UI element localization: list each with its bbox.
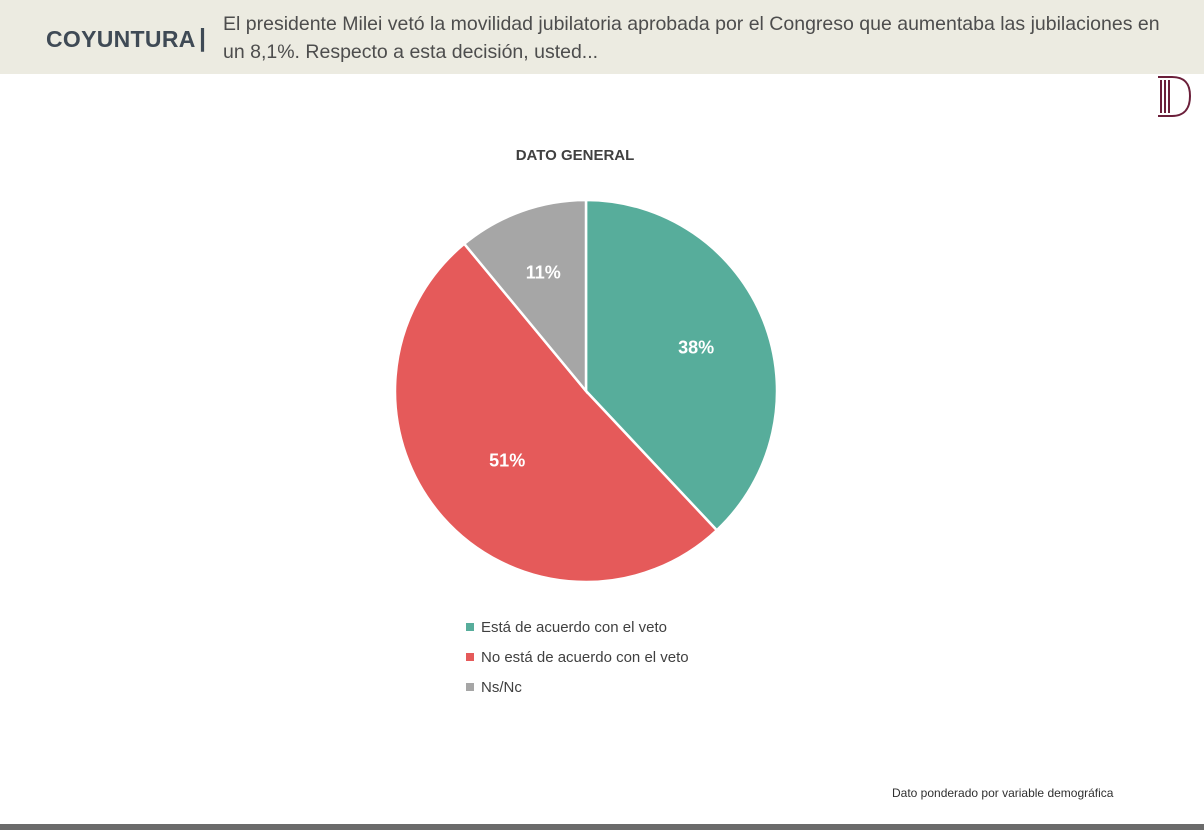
section-label: COYUNTURA: [46, 26, 196, 52]
pie-slice: [584, 198, 779, 533]
pie-chart: 38% 51% 11%: [393, 198, 779, 584]
slice-data-label: 11%: [526, 262, 561, 282]
slice-data-label: 38%: [678, 337, 714, 357]
legend-swatch-nsnc: [466, 683, 474, 691]
legend-label: No está de acuerdo con el veto: [481, 648, 689, 666]
pie-slice: [393, 242, 719, 584]
legend-label: Ns/Nc: [481, 678, 522, 696]
section-separator: |: [199, 24, 206, 52]
legend-swatch-disagree: [466, 653, 474, 661]
legend-item: No está de acuerdo con el veto: [466, 642, 689, 672]
bottom-divider: [0, 824, 1204, 830]
legend-item: Está de acuerdo con el veto: [466, 612, 689, 642]
legend-item: Ns/Nc: [466, 672, 689, 702]
pie-slice: [462, 198, 588, 395]
chart-legend: Está de acuerdo con el veto No está de a…: [466, 612, 689, 702]
brand-logo-icon: [1158, 76, 1192, 117]
footnote: Dato ponderado por variable demográfica: [892, 786, 1114, 800]
legend-label: Está de acuerdo con el veto: [481, 618, 667, 636]
question-text: El presidente Milei vetó la movilidad ju…: [223, 13, 1160, 63]
header-banner: COYUNTURA | El presidente Milei vetó la …: [0, 0, 1204, 74]
slice-data-label: 51%: [489, 450, 525, 470]
chart-title: DATO GENERAL: [515, 147, 635, 164]
legend-swatch-agree: [466, 623, 474, 631]
